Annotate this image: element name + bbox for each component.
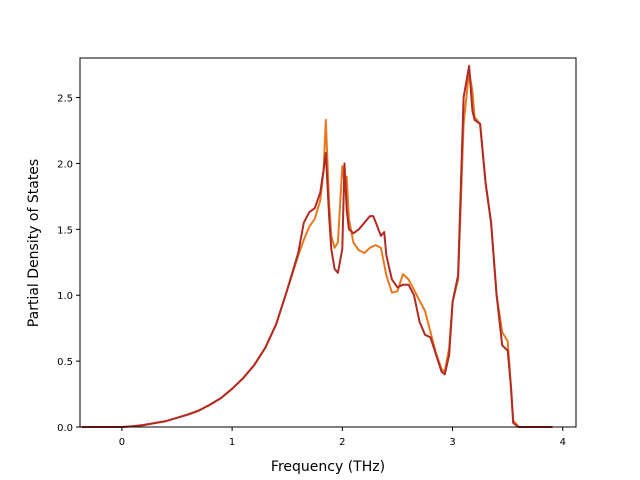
x-tick-label: 1 — [229, 437, 235, 448]
y-tick-label: 1.0 — [57, 291, 73, 302]
series-line-2 — [81, 64, 553, 428]
plot-area — [80, 58, 576, 427]
axes-frame — [79, 57, 577, 428]
x-tick-label: 3 — [449, 437, 455, 448]
axes-border — [79, 57, 577, 428]
y-tick-label: 0.0 — [57, 423, 73, 434]
ticks: 0 1 2 3 4 0.0 0.5 1.0 1.5 2.0 2.5 — [57, 94, 566, 448]
x-axis-label: Frequency (THz) — [271, 459, 385, 475]
x-tick-label: 2 — [339, 437, 345, 448]
plot-background — [80, 58, 576, 427]
x-tick-label: 4 — [560, 437, 566, 448]
x-tick-label: 0 — [119, 437, 125, 448]
y-tick-label: 2.0 — [57, 159, 73, 170]
series-group — [81, 64, 553, 428]
y-tick-label: 2.5 — [57, 94, 73, 105]
y-tick-label: 0.5 — [57, 357, 73, 368]
y-axis-label: Partial Density of States — [26, 159, 42, 327]
y-tick-label: 1.5 — [57, 225, 73, 236]
